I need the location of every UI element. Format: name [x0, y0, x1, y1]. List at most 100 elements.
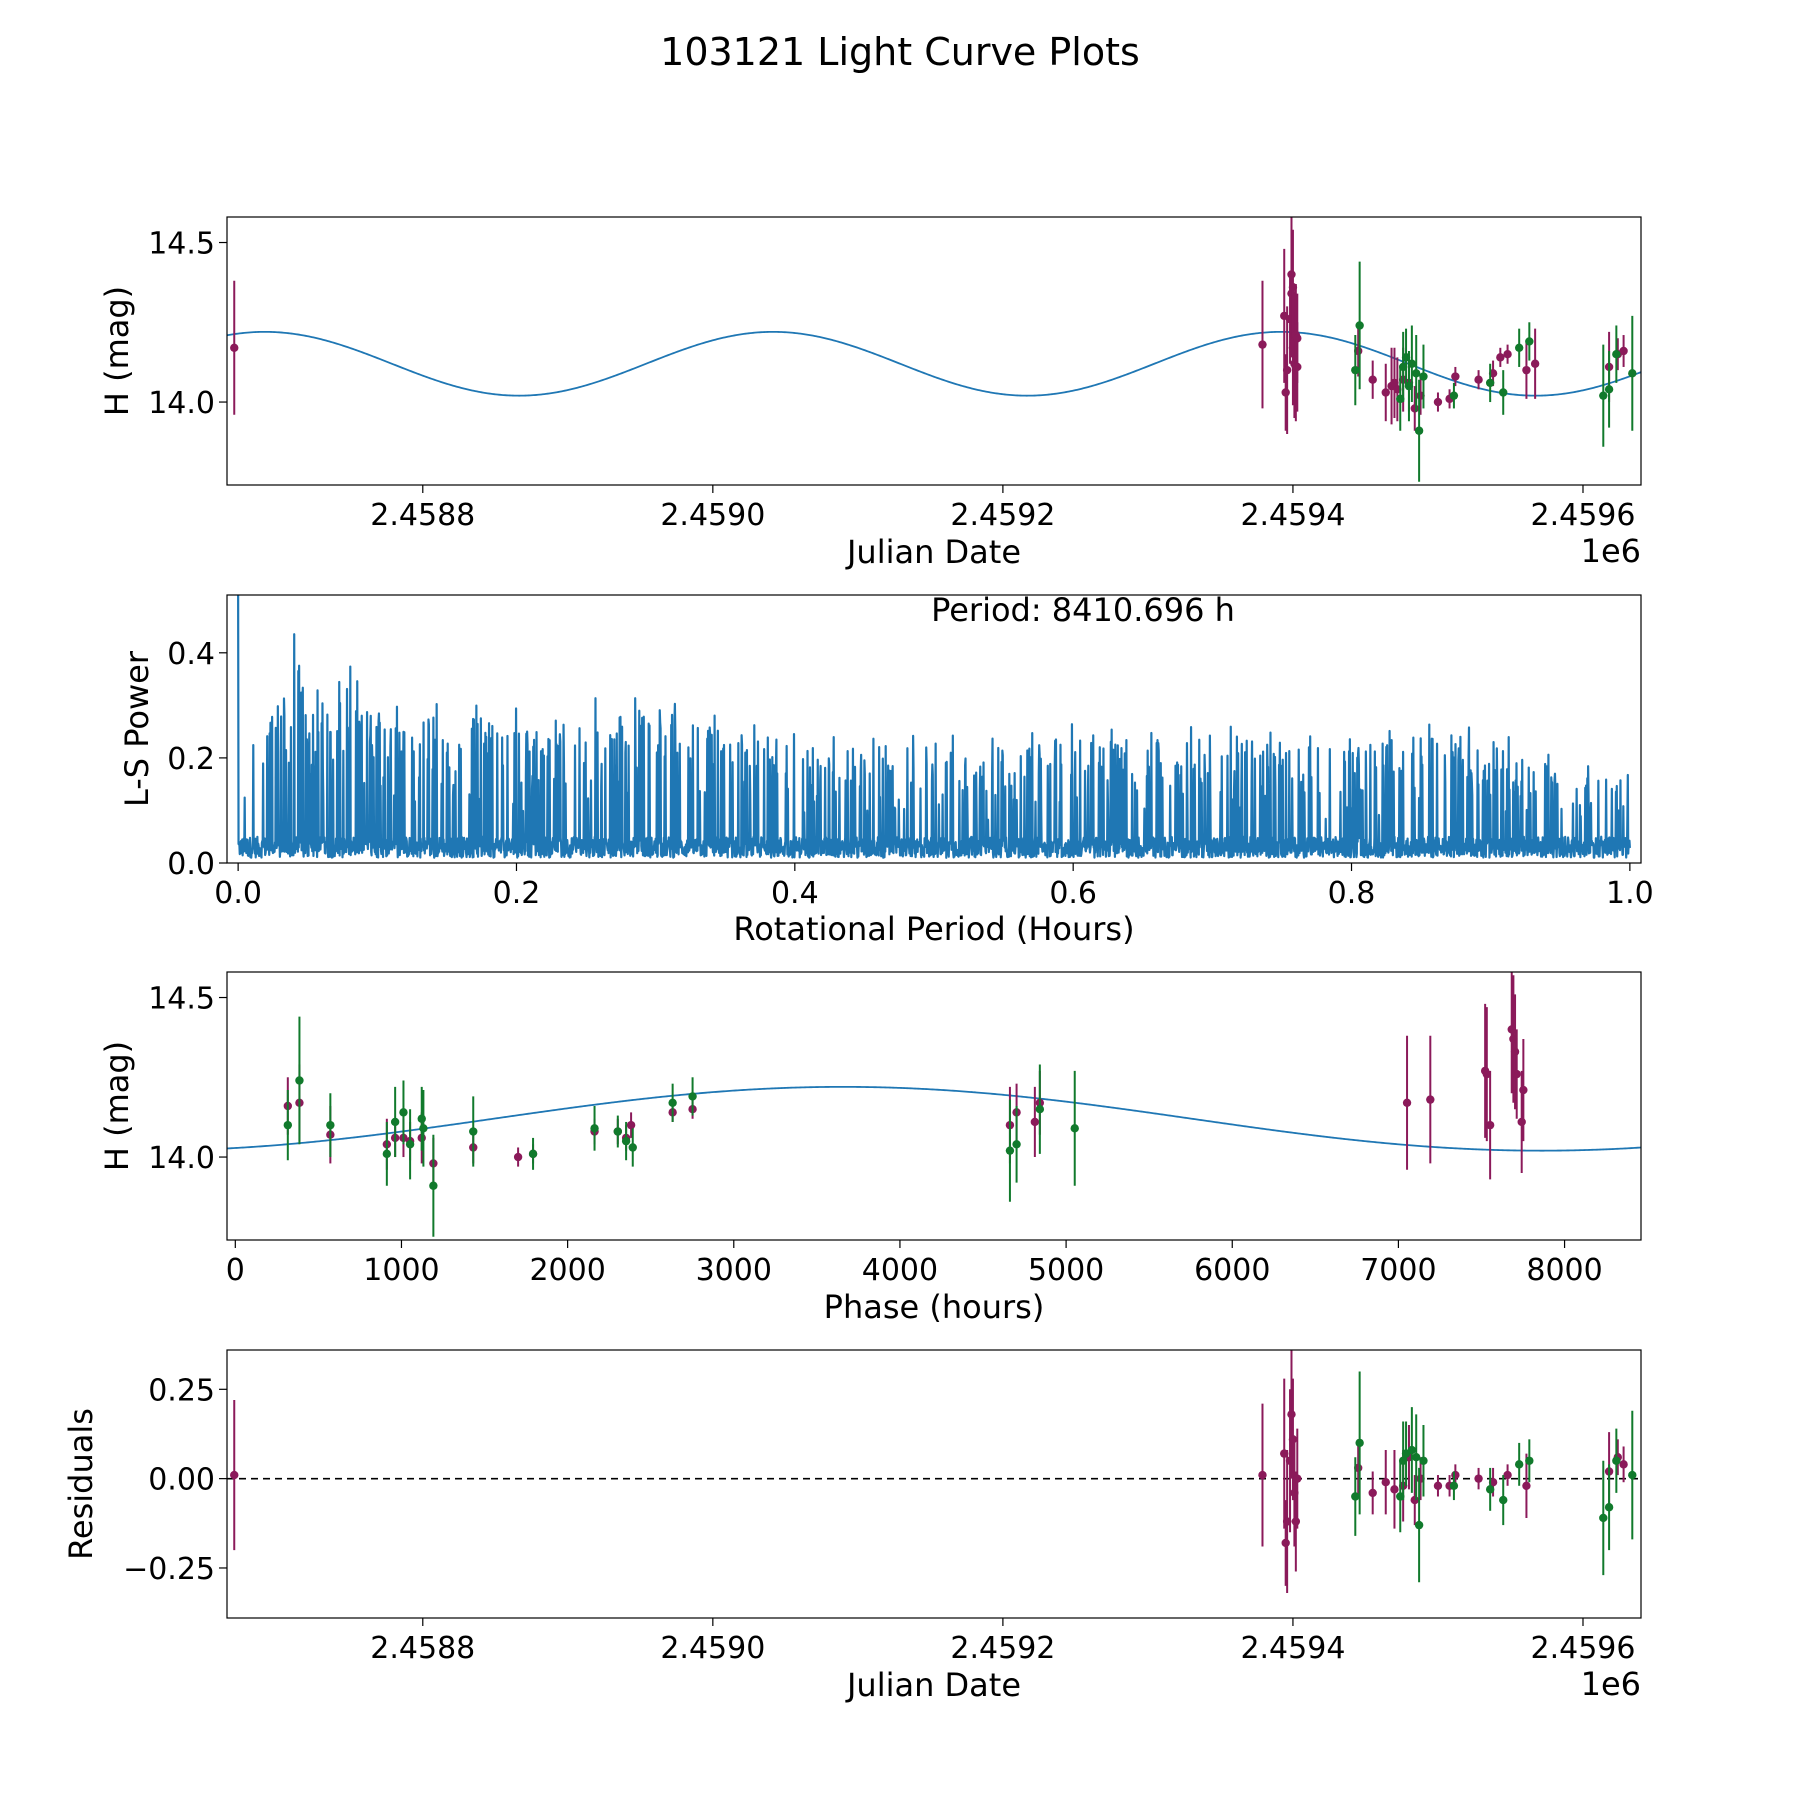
phasefold-x-ticks: 0 1000 2000 3000 4000 5000 6000 7000 8000 — [226, 1240, 1603, 1288]
residuals-axes-frame — [226, 1349, 1642, 1619]
phasefold-data-point — [399, 1108, 408, 1117]
lightcurve-data-point — [1530, 359, 1540, 368]
phasefold-data-point — [1012, 1140, 1021, 1149]
lightcurve-data-point — [1293, 334, 1302, 343]
phasefold-y-ticks: 14.0 14.5 — [148, 982, 227, 1176]
residuals-data-point — [1390, 1485, 1399, 1494]
residuals-data-point — [1485, 1485, 1495, 1494]
periodogram-ylabel: L-S Power — [118, 650, 156, 807]
phasefold-xtick-label: 0 — [226, 1253, 245, 1288]
lightcurve-x-ticks: 2.4588 2.4590 2.4592 2.4594 2.4596 — [370, 485, 1635, 533]
lightcurve-data-point — [1612, 349, 1621, 359]
residuals-y-ticks: −0.25 0.00 0.25 — [123, 1373, 227, 1587]
residuals-data-point — [1474, 1474, 1483, 1483]
lightcurve-ylabel: H (mag) — [98, 286, 136, 416]
lightcurve-plot-area — [227, 217, 1641, 482]
lightcurve-data-point — [1449, 391, 1459, 400]
residuals-data-point — [1522, 1481, 1531, 1490]
lightcurve-xtick-label: 2.4590 — [660, 498, 765, 533]
lightcurve-data-point — [1407, 359, 1417, 368]
phasefold-data-point — [628, 1143, 637, 1152]
lightcurve-xlabel: Julian Date — [845, 533, 1021, 571]
lightcurve-data-point — [1628, 369, 1637, 378]
phasefold-plot-area — [227, 972, 1641, 1237]
periodogram-power-line — [237, 595, 1631, 859]
lightcurve-data-point — [1451, 372, 1460, 381]
phasefold-data-point — [1426, 1095, 1435, 1104]
phasefold-xlabel: Phase (hours) — [824, 1288, 1045, 1326]
phasefold-ytick-label: 14.5 — [148, 982, 215, 1017]
phasefold-data-point — [668, 1098, 677, 1108]
lightcurve-data-point — [1258, 340, 1267, 349]
residuals-data-point — [1293, 1474, 1302, 1483]
residuals-xtick-label: 2.4590 — [660, 1631, 765, 1666]
phasefold-data-point — [513, 1152, 523, 1162]
phasefold-data-point — [626, 1120, 636, 1130]
residuals-data-point — [1414, 1520, 1424, 1530]
residuals-ylabel: Residuals — [62, 1408, 100, 1560]
residuals-data-point — [1287, 1410, 1296, 1419]
residuals-data-point — [1355, 1438, 1364, 1448]
residuals-data-point — [230, 1470, 239, 1480]
periodogram-x-ticks: 0.0 0.2 0.4 0.6 0.8 1.0 — [214, 863, 1654, 911]
phasefold-xtick-label: 5000 — [1028, 1253, 1104, 1288]
lightcurve-data-point — [1281, 388, 1290, 397]
residuals-data-point — [1407, 1445, 1417, 1455]
phasefold-data-point — [417, 1114, 426, 1123]
phasefold-data-point — [1485, 1120, 1495, 1130]
lightcurve-data-point — [1619, 346, 1628, 356]
lightcurve-ytick-label: 14.0 — [148, 386, 215, 421]
panel-lightcurve: 2.4588 2.4590 2.4592 2.4594 2.4596 14.014.5 … — [98, 216, 1642, 571]
residuals-data-point — [1433, 1481, 1443, 1490]
lightcurve-x-offset: 1e6 — [1581, 532, 1641, 570]
residuals-data-point — [1503, 1470, 1512, 1480]
lightcurve-data-point — [1474, 375, 1483, 384]
residuals-data-point — [1412, 1453, 1421, 1462]
phasefold-xtick-label: 3000 — [696, 1253, 772, 1288]
periodogram-ytick-label: 0.0 — [167, 847, 215, 882]
residuals-data-point — [1604, 1503, 1614, 1512]
residuals-data-point — [1628, 1470, 1637, 1480]
residuals-data-point — [1258, 1470, 1267, 1480]
residuals-data-point — [1619, 1460, 1628, 1469]
lightcurve-ytick-label: 14.5 — [148, 227, 215, 262]
lightcurve-data-point — [1287, 270, 1296, 279]
residuals-data-point — [1281, 1538, 1290, 1548]
lightcurve-xtick-label: 2.4588 — [370, 498, 475, 533]
lightcurve-xtick-label: 2.4592 — [950, 498, 1055, 533]
residuals-x-offset: 1e6 — [1581, 1665, 1641, 1703]
phasefold-data-point — [1030, 1117, 1040, 1127]
phasefold-data-point — [621, 1136, 631, 1146]
phasefold-data-point — [429, 1181, 438, 1190]
residuals-xtick-label: 2.4594 — [1240, 1631, 1345, 1666]
phasefold-xtick-label: 1000 — [363, 1253, 439, 1288]
periodogram-xtick-label: 0.2 — [493, 876, 541, 911]
lightcurve-data-point — [1604, 385, 1614, 394]
lightcurve-data-point — [1410, 404, 1419, 413]
phasefold-data-point — [283, 1120, 293, 1130]
phasefold-data-point — [1510, 1047, 1520, 1056]
lightcurve-data-point — [1496, 353, 1505, 362]
lightcurve-data-point — [1282, 365, 1292, 375]
lightcurve-data-point — [1522, 365, 1531, 375]
periodogram-plot-area — [237, 595, 1631, 859]
lightcurve-data-point — [1351, 365, 1360, 375]
phasefold-data-point — [1070, 1124, 1079, 1133]
lightcurve-y-ticks: 14.0 14.5 — [148, 227, 227, 421]
lightcurve-data-point — [1485, 378, 1495, 388]
periodogram-xtick-label: 1.0 — [1606, 876, 1654, 911]
phasefold-data-point — [390, 1117, 400, 1127]
phasefold-ylabel: H (mag) — [98, 1041, 136, 1171]
residuals-data-point — [1499, 1495, 1508, 1505]
residuals-ytick-label: 0.25 — [148, 1373, 215, 1408]
panel-residuals: 2.4588 2.4590 2.4592 2.4594 2.4596 −0.25 0.00… — [62, 1349, 1642, 1704]
phasefold-data-point — [1517, 1117, 1526, 1127]
periodogram-y-ticks: 0.0 0.2 0.4 — [167, 637, 227, 882]
phasefold-axes-frame — [226, 971, 1642, 1241]
residuals-data-point — [1419, 1456, 1428, 1465]
residuals-data-point — [1525, 1456, 1534, 1465]
lightcurve-data-point — [1412, 369, 1421, 378]
lightcurve-data-point — [1514, 343, 1524, 353]
residuals-xlabel: Julian Date — [845, 1666, 1021, 1704]
residuals-data-point — [1288, 1435, 1298, 1444]
